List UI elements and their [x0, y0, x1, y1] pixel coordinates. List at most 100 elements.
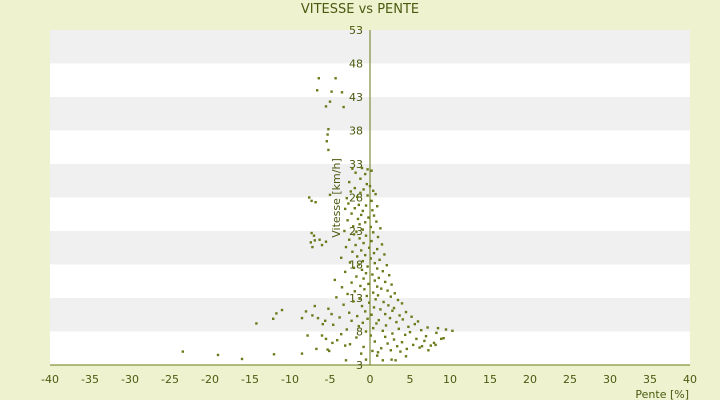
- data-point: [410, 315, 413, 318]
- data-point: [355, 336, 358, 339]
- data-point: [345, 328, 348, 331]
- data-point: [340, 256, 343, 259]
- data-point: [387, 304, 390, 307]
- data-point: [376, 247, 379, 251]
- data-point: [310, 231, 313, 235]
- data-point: [351, 250, 354, 253]
- data-point: [362, 188, 365, 191]
- data-point: [333, 278, 336, 282]
- data-point: [344, 270, 347, 274]
- data-point: [308, 196, 311, 199]
- data-point: [348, 180, 351, 184]
- data-point: [442, 337, 445, 340]
- data-point: [338, 316, 341, 319]
- data-point: [321, 322, 324, 326]
- data-point: [325, 140, 328, 143]
- data-point: [350, 212, 353, 215]
- data-point: [311, 314, 314, 317]
- data-point: [397, 327, 400, 331]
- data-point: [352, 266, 356, 270]
- x-tick-label: 0: [367, 373, 374, 386]
- data-point: [316, 89, 319, 92]
- data-point: [280, 308, 284, 312]
- data-point: [376, 294, 380, 297]
- data-point: [330, 90, 333, 93]
- x-tick-label: 15: [483, 373, 497, 386]
- data-point: [444, 328, 448, 331]
- data-point: [352, 233, 356, 236]
- data-point: [375, 220, 378, 223]
- data-point: [392, 338, 396, 341]
- data-point: [306, 334, 309, 337]
- x-axis-label: Pente [%]: [635, 388, 689, 400]
- data-point: [348, 261, 352, 264]
- data-point: [340, 332, 343, 336]
- data-point: [357, 263, 360, 266]
- data-point: [394, 359, 397, 362]
- data-point: [370, 169, 373, 172]
- data-point: [382, 300, 385, 304]
- data-point: [368, 184, 372, 188]
- data-point: [359, 284, 362, 288]
- data-point: [327, 148, 330, 152]
- data-point: [313, 304, 316, 308]
- x-tick-label: -35: [81, 373, 99, 386]
- data-point: [415, 337, 418, 341]
- data-point: [416, 320, 420, 323]
- data-point: [366, 168, 369, 171]
- data-point: [336, 339, 339, 342]
- data-point: [255, 322, 258, 325]
- data-point: [351, 167, 354, 170]
- y-tick-label: 8: [356, 326, 363, 339]
- data-point: [380, 347, 383, 350]
- data-point: [379, 308, 382, 311]
- data-point: [386, 289, 389, 292]
- data-point: [328, 193, 332, 197]
- data-point: [360, 166, 364, 170]
- data-point: [334, 77, 337, 80]
- data-point: [364, 172, 367, 176]
- data-point: [350, 281, 353, 284]
- data-point: [327, 307, 330, 310]
- data-point: [381, 359, 384, 362]
- data-point: [356, 255, 359, 258]
- data-point: [216, 353, 220, 357]
- data-point: [391, 332, 394, 335]
- data-point: [348, 238, 351, 241]
- data-point: [350, 319, 353, 322]
- data-point: [380, 287, 383, 290]
- data-point: [317, 77, 320, 80]
- data-point: [384, 324, 388, 327]
- data-point: [390, 283, 393, 286]
- data-point: [412, 343, 415, 347]
- data-point: [376, 205, 379, 208]
- data-point: [356, 314, 359, 318]
- data-point: [275, 312, 278, 315]
- x-tick-label: 20: [523, 373, 537, 386]
- x-tick-label: -15: [241, 373, 259, 386]
- y-tick-label: 18: [349, 259, 363, 272]
- data-point: [364, 253, 367, 257]
- data-point: [312, 234, 316, 237]
- y-tick-label: 13: [349, 292, 363, 305]
- data-point: [331, 341, 334, 345]
- data-point: [320, 243, 324, 247]
- data-point: [340, 286, 344, 289]
- data-point: [377, 276, 380, 280]
- data-point: [435, 331, 438, 335]
- data-point: [330, 312, 333, 316]
- data-point: [365, 294, 368, 298]
- data-point: [381, 270, 384, 273]
- data-point: [400, 341, 404, 344]
- data-point: [427, 349, 430, 352]
- data-point: [369, 225, 372, 229]
- data-point: [326, 348, 329, 351]
- data-point: [344, 245, 348, 249]
- data-point: [366, 194, 369, 197]
- data-point: [326, 133, 329, 136]
- data-point: [361, 259, 364, 263]
- data-point: [420, 328, 423, 332]
- x-tick-label: -30: [121, 373, 139, 386]
- data-point: [389, 349, 392, 352]
